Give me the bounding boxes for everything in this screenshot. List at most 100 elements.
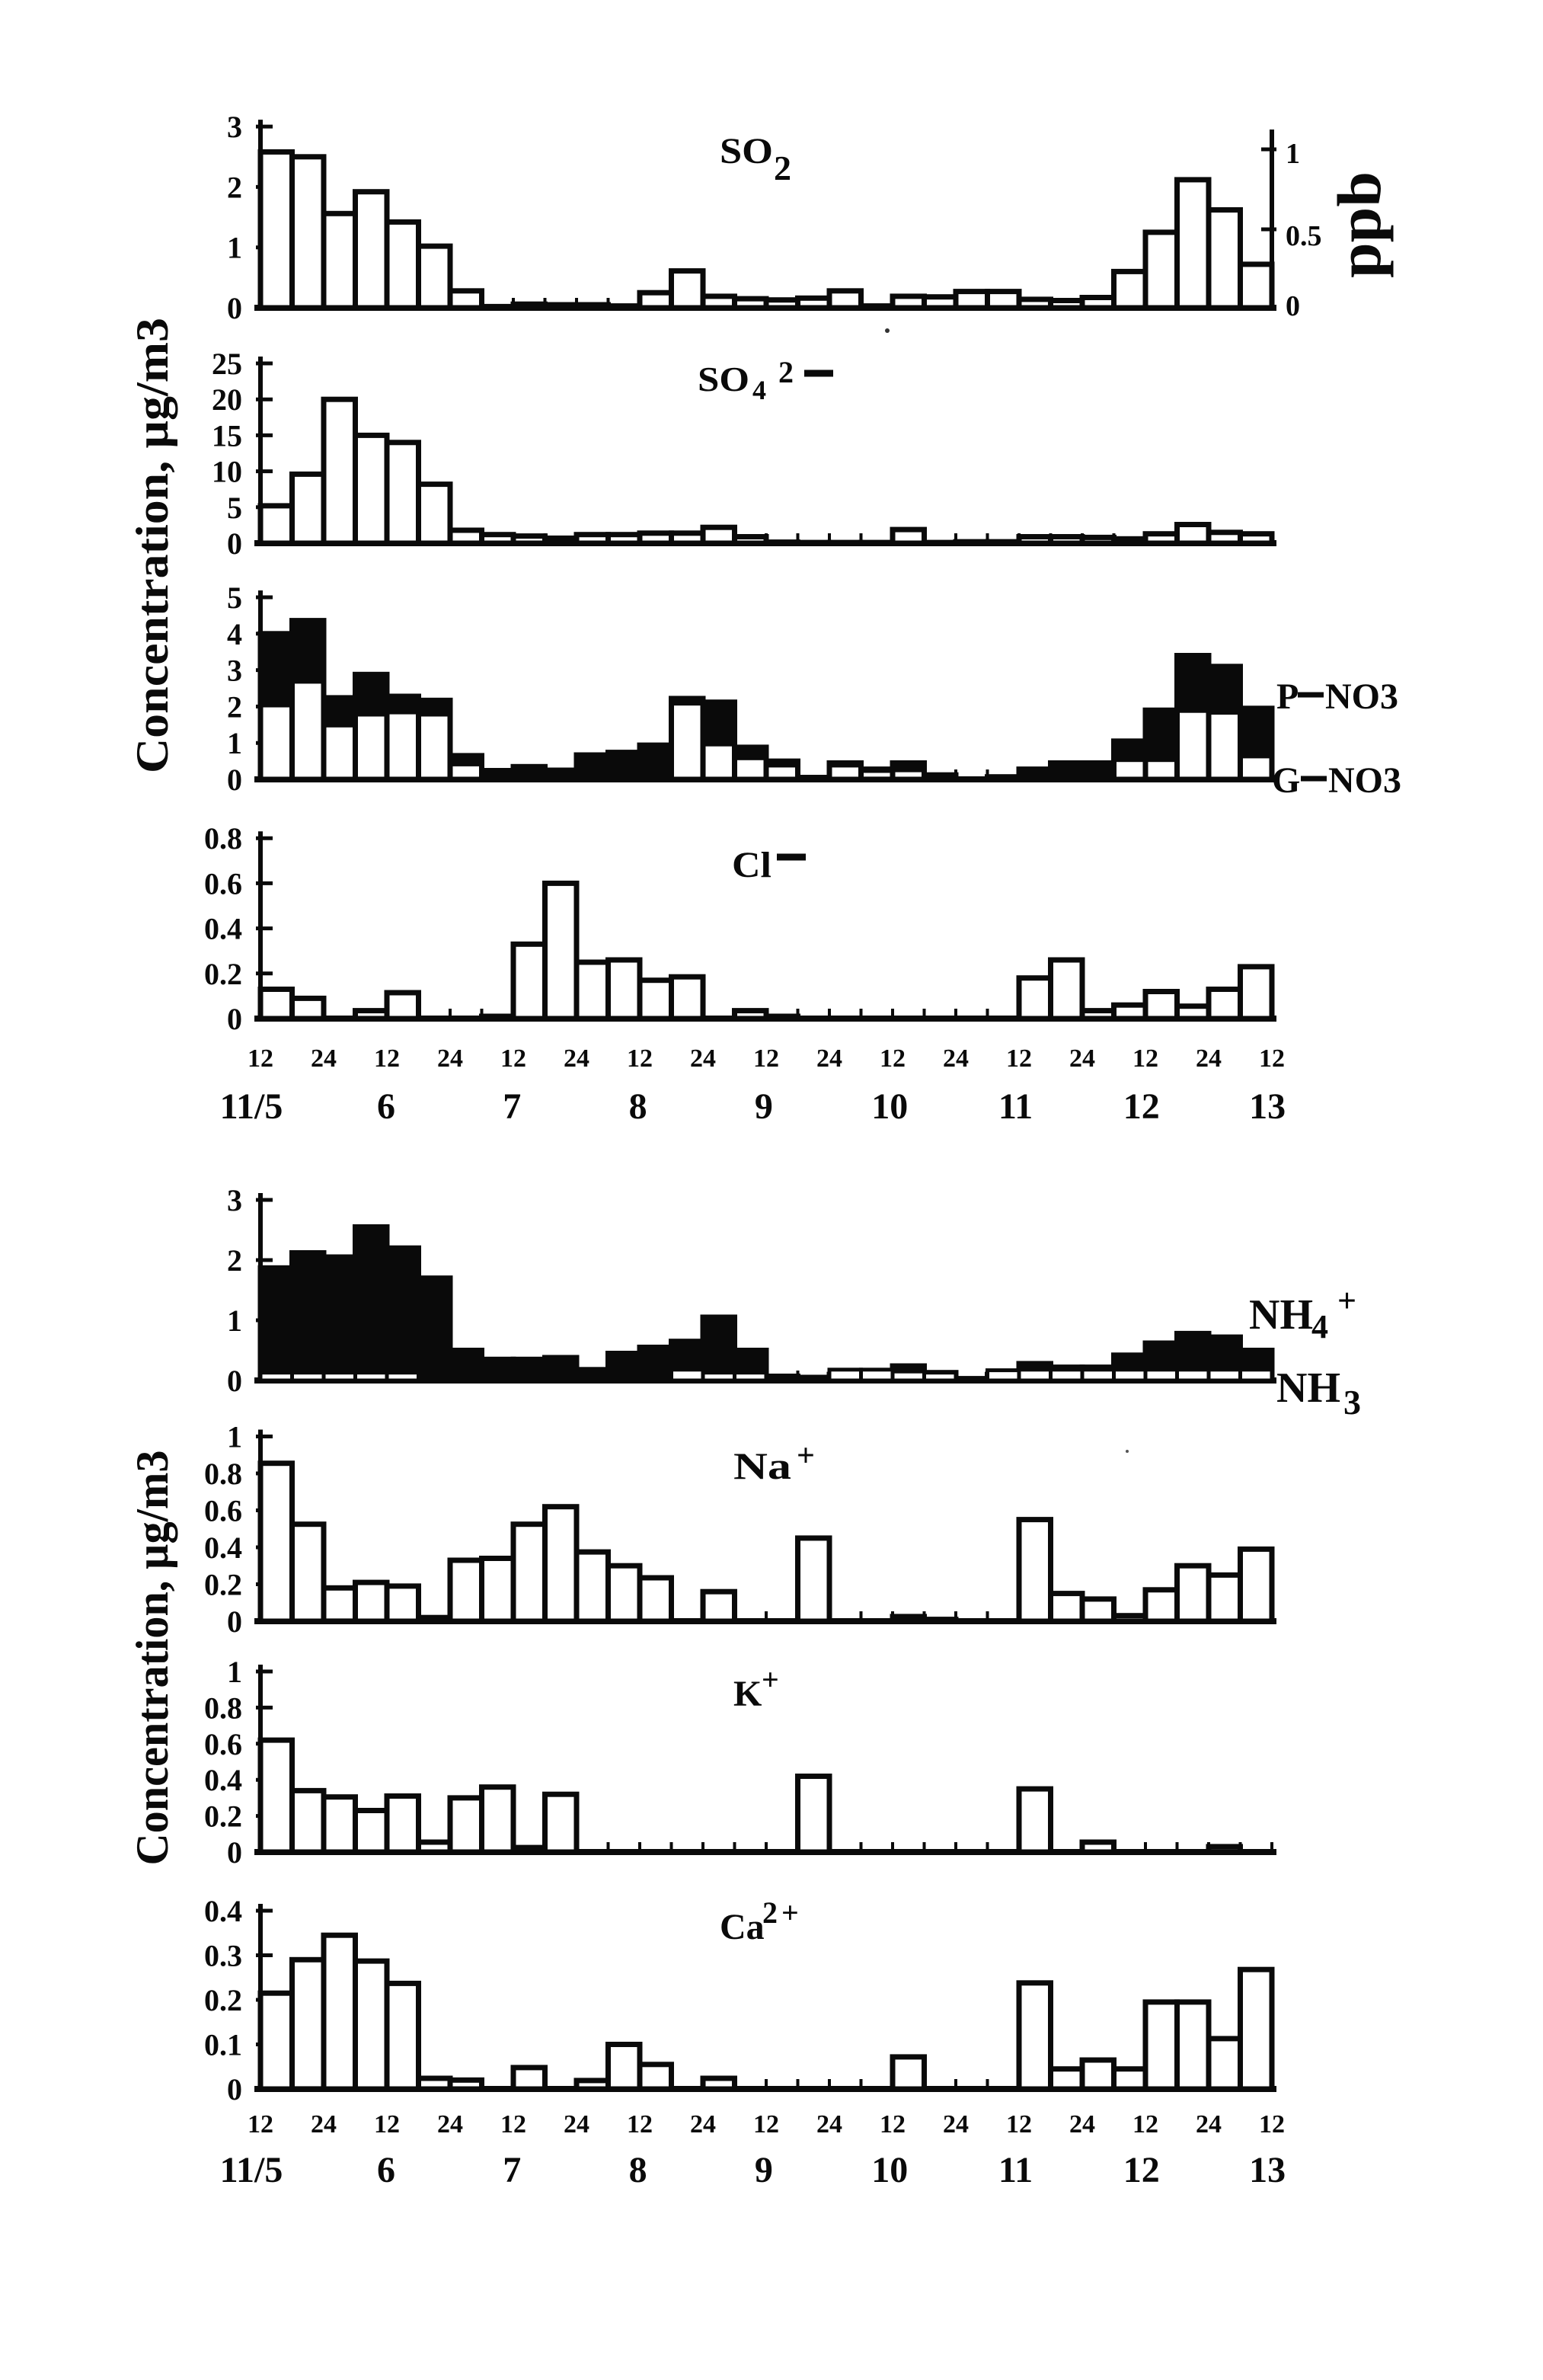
svg-text:24: 24 [437,1044,463,1073]
svg-text:NH: NH [1276,1364,1340,1412]
svg-text:3: 3 [227,110,242,144]
svg-text:0.6: 0.6 [204,866,242,900]
svg-text:24: 24 [816,2110,842,2138]
svg-text:0.4: 0.4 [204,1531,242,1565]
svg-text:24: 24 [311,1044,337,1073]
svg-text:24: 24 [943,1044,969,1073]
svg-text:0.3: 0.3 [204,1939,242,1973]
svg-text:12: 12 [880,1044,906,1073]
svg-text:24: 24 [1196,2110,1222,2138]
svg-text:ppb: ppb [1324,171,1394,278]
svg-text:SO: SO [698,360,749,398]
svg-text:2: 2 [778,355,794,389]
svg-text:2: 2 [774,149,791,187]
svg-text:1: 1 [227,1304,242,1338]
svg-text:12: 12 [248,2110,273,2138]
svg-text:10: 10 [212,455,242,489]
svg-text:12: 12 [374,2110,400,2138]
svg-text:12: 12 [1259,1044,1285,1073]
svg-text:2: 2 [762,1895,778,1930]
svg-text:12: 12 [248,1044,273,1073]
svg-text:NH: NH [1249,1291,1313,1339]
svg-text:12: 12 [1123,1086,1160,1127]
svg-text:0: 0 [227,763,242,797]
svg-text:13: 13 [1249,2150,1286,2190]
svg-text:0.8: 0.8 [204,1457,242,1491]
svg-text:0.8: 0.8 [204,821,242,856]
svg-text:24: 24 [690,2110,716,2138]
svg-text:10: 10 [871,1086,908,1127]
svg-text:9: 9 [755,2150,773,2190]
svg-text:0.4: 0.4 [204,1763,242,1797]
svg-text:0: 0 [1286,290,1300,322]
svg-text:12: 12 [1006,1044,1032,1073]
svg-text:4: 4 [752,375,766,405]
svg-text:11/5: 11/5 [220,2150,283,2190]
svg-text:24: 24 [1196,1044,1222,1073]
svg-text:0: 0 [227,2072,242,2106]
svg-text:0.2: 0.2 [204,957,242,991]
svg-text:24: 24 [564,1044,589,1073]
svg-text:11/5: 11/5 [220,1086,283,1127]
svg-text:P: P [1276,677,1299,717]
svg-text:12: 12 [627,1044,653,1073]
svg-text:12: 12 [1132,1044,1158,1073]
svg-text:12: 12 [627,2110,653,2138]
svg-text:12: 12 [753,1044,779,1073]
svg-text:2: 2 [227,1243,242,1278]
svg-text:12: 12 [1259,2110,1285,2138]
svg-text:SO: SO [720,131,773,171]
svg-text:Concentration, µg/m3: Concentration, µg/m3 [127,1451,177,1866]
svg-text:0.5: 0.5 [1286,220,1322,252]
svg-text:24: 24 [690,1044,716,1073]
svg-text:0.4: 0.4 [204,912,242,946]
svg-text:Concentration, µg/m3: Concentration, µg/m3 [127,318,177,773]
svg-text:0.1: 0.1 [204,2028,242,2062]
svg-text:4: 4 [227,617,242,651]
svg-text:0: 0 [227,291,242,325]
svg-text:13: 13 [1249,1086,1286,1127]
svg-text:24: 24 [1069,2110,1095,2138]
svg-text:0: 0 [227,1604,242,1639]
svg-text:2: 2 [227,689,242,724]
svg-text:12: 12 [500,1044,526,1073]
svg-text:9: 9 [755,1086,773,1127]
svg-text:24: 24 [437,2110,463,2138]
svg-text:0: 0 [227,526,242,561]
svg-text:0.2: 0.2 [204,1983,242,2017]
svg-text:0.8: 0.8 [204,1691,242,1725]
svg-text:Na: Na [733,1444,791,1487]
svg-text:0.2: 0.2 [204,1799,242,1834]
svg-text:5: 5 [227,581,242,615]
svg-text:12: 12 [1123,2150,1160,2190]
svg-text:0.6: 0.6 [204,1494,242,1528]
svg-text:1: 1 [227,726,242,760]
svg-text:6: 6 [377,2150,395,2190]
svg-text:NO3: NO3 [1325,677,1398,717]
svg-text:1: 1 [227,231,242,265]
svg-text:12: 12 [374,1044,400,1073]
svg-text:0.2: 0.2 [204,1568,242,1602]
svg-text:0.6: 0.6 [204,1727,242,1761]
svg-text:10: 10 [871,2150,908,2190]
svg-text:NO3: NO3 [1328,760,1401,801]
svg-text:G: G [1272,760,1300,801]
svg-text:24: 24 [943,2110,969,2138]
svg-text:7: 7 [503,2150,521,2190]
svg-text:0: 0 [227,1002,242,1036]
svg-text:+: + [1337,1282,1356,1320]
svg-text:Ca: Ca [720,1907,765,1947]
svg-text:24: 24 [816,1044,842,1073]
svg-text:24: 24 [564,2110,589,2138]
svg-text:3: 3 [227,654,242,688]
svg-text:+: + [762,1662,779,1697]
svg-text:Cl: Cl [732,845,772,885]
svg-text:6: 6 [377,1086,395,1127]
svg-text:15: 15 [212,418,242,453]
svg-text:12: 12 [1006,2110,1032,2138]
svg-text:11: 11 [998,1086,1033,1127]
svg-text:2: 2 [227,170,242,204]
svg-text:7: 7 [503,1086,521,1127]
svg-text:24: 24 [1069,1044,1095,1073]
svg-text:8: 8 [629,2150,647,2190]
